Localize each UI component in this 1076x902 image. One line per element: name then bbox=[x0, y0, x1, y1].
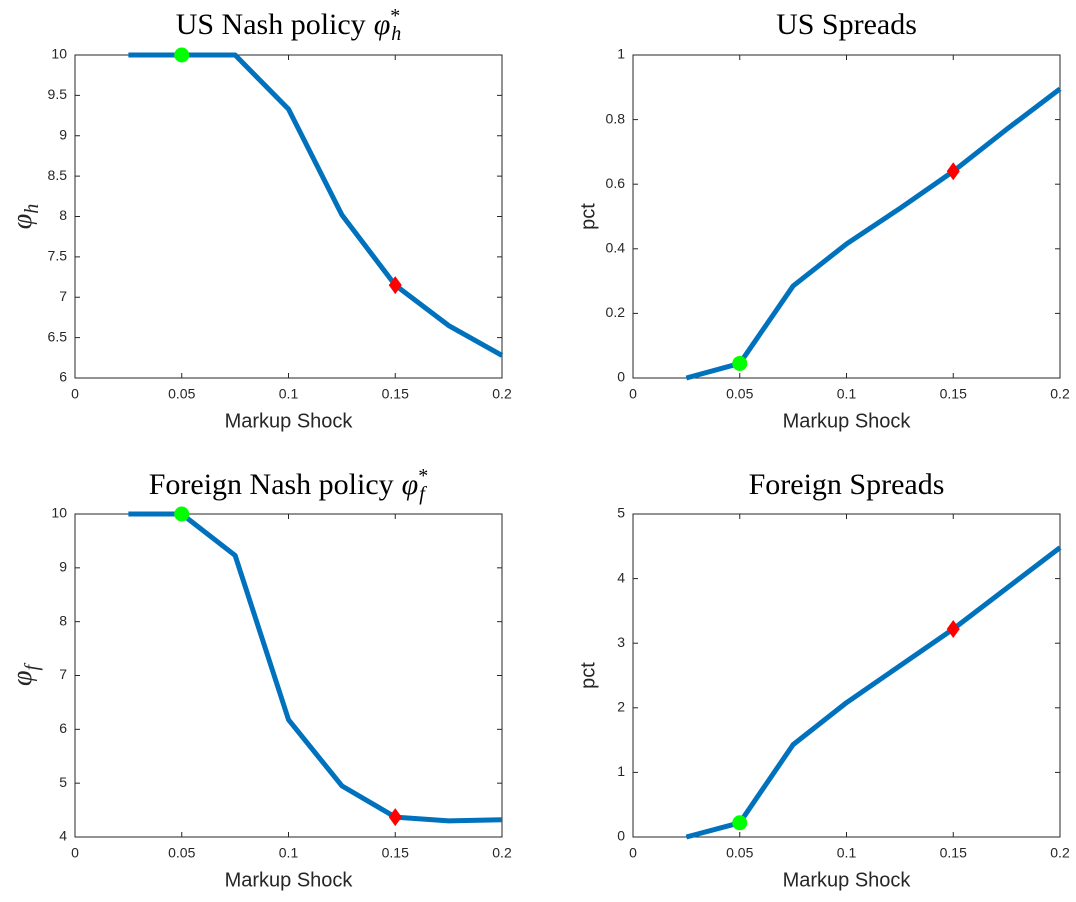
y-tick-label: 5 bbox=[617, 505, 625, 521]
y-tick-label: 7 bbox=[59, 288, 67, 304]
x-tick-label: 0.15 bbox=[940, 845, 967, 861]
axes: 0 0.05 0.1 0.15 0.2 0 1 2 3 4 5 Foreign Spreads Mark… bbox=[577, 468, 1070, 891]
y-tick-label: 5 bbox=[59, 774, 67, 790]
marker-diamond bbox=[946, 619, 960, 638]
marker-circle bbox=[174, 47, 190, 63]
y-axis-label: pct bbox=[577, 203, 599, 230]
title-sub: f bbox=[419, 483, 427, 505]
y-tick-label: 6 bbox=[59, 369, 67, 385]
y-axis-label: φh bbox=[7, 204, 42, 230]
y-tick-label: 1 bbox=[617, 46, 625, 62]
y-tick-label: 0.4 bbox=[606, 240, 626, 256]
title-symbol: φ bbox=[374, 8, 391, 41]
x-axis-label: Markup Shock bbox=[783, 410, 912, 432]
y-tick-label: 9 bbox=[59, 559, 67, 575]
y-tick-label: 2 bbox=[617, 699, 625, 715]
title-sup: * bbox=[418, 465, 428, 487]
chart-title: Foreign Nash policy φ* f bbox=[149, 465, 429, 505]
chart-title: US Nash policy φ* h bbox=[176, 5, 402, 45]
title-sub: h bbox=[391, 23, 401, 45]
data-line bbox=[685, 86, 1062, 381]
y-tick-label: 9.5 bbox=[48, 86, 68, 102]
axes-box bbox=[74, 513, 503, 838]
title-text: US Nash policy bbox=[176, 8, 366, 41]
y-label-sub: h bbox=[21, 204, 43, 214]
marker-diamond bbox=[388, 276, 402, 295]
x-tick-label: 0.2 bbox=[1050, 386, 1070, 402]
y-tick-label: 0 bbox=[617, 828, 625, 844]
axes-box bbox=[74, 54, 503, 379]
title-text: US Spreads bbox=[776, 8, 917, 41]
y-tick-label: 10 bbox=[51, 505, 67, 521]
title-symbol: φ bbox=[402, 468, 419, 501]
y-label-symbol: φ bbox=[7, 671, 38, 687]
y-tick-label: 10 bbox=[51, 46, 67, 62]
chart-title: Foreign Spreads bbox=[749, 468, 945, 501]
x-tick-label: 0.05 bbox=[726, 386, 753, 402]
x-tick-label: 0.1 bbox=[837, 845, 857, 861]
x-tick-label: 0 bbox=[629, 845, 637, 861]
y-axis-label: pct bbox=[577, 662, 599, 689]
x-tick-label: 0.2 bbox=[1050, 845, 1070, 861]
axes-box bbox=[632, 54, 1061, 379]
axes: 0 0.05 0.1 0.15 0.2 6 6.5 7 7.5 8 8.5 9 9.5 10 US Nash… bbox=[7, 5, 512, 433]
y-tick-label: 1 bbox=[617, 763, 625, 779]
y-label-symbol: φ bbox=[7, 214, 38, 230]
y-tick-label: 4 bbox=[59, 828, 67, 844]
y-tick-label: 0.8 bbox=[606, 110, 626, 126]
y-tick-label: 6 bbox=[59, 720, 67, 736]
y-tick-label: 7 bbox=[59, 666, 67, 682]
y-tick-label: 7.5 bbox=[48, 248, 68, 264]
x-tick-label: 0.05 bbox=[168, 386, 195, 402]
x-tick-label: 0 bbox=[71, 386, 79, 402]
y-tick-label: 0.6 bbox=[606, 175, 626, 191]
x-tick-label: 0.15 bbox=[382, 386, 409, 402]
x-tick-label: 0.15 bbox=[940, 386, 967, 402]
axes-box bbox=[632, 513, 1061, 838]
title-sup: * bbox=[390, 5, 400, 27]
y-tick-label: 9 bbox=[59, 126, 67, 142]
marker-diamond bbox=[388, 808, 402, 827]
marker-circle bbox=[174, 506, 190, 522]
y-tick-label: 0.2 bbox=[606, 304, 626, 320]
x-axis-label: Markup Shock bbox=[225, 410, 354, 432]
x-axis-label: Markup Shock bbox=[783, 869, 912, 891]
axes: 0 0.05 0.1 0.15 0.2 4 5 6 7 8 9 10 Foreign Nash poli… bbox=[7, 465, 512, 892]
axes: 0 0.05 0.1 0.15 0.2 0 0.2 0.4 0.6 0.8 1 US Spreads M… bbox=[577, 8, 1070, 432]
x-tick-label: 0.1 bbox=[279, 845, 299, 861]
y-label-sub: f bbox=[21, 663, 43, 671]
data-line bbox=[128, 52, 504, 358]
chart-title: US Spreads bbox=[776, 8, 917, 41]
x-tick-label: 0.15 bbox=[382, 845, 409, 861]
y-tick-label: 0 bbox=[617, 369, 625, 385]
y-tick-label: 8 bbox=[59, 612, 67, 628]
x-tick-label: 0.05 bbox=[726, 845, 753, 861]
x-tick-label: 0 bbox=[71, 845, 79, 861]
x-tick-label: 0.2 bbox=[492, 386, 512, 402]
marker-circle bbox=[732, 815, 748, 831]
x-tick-label: 0.1 bbox=[837, 386, 857, 402]
x-tick-label: 0.2 bbox=[492, 845, 512, 861]
x-tick-label: 0 bbox=[629, 386, 637, 402]
y-axis-label: φf bbox=[7, 663, 42, 687]
data-line bbox=[685, 545, 1062, 840]
x-axis-label: Markup Shock bbox=[225, 869, 354, 891]
y-tick-label: 8 bbox=[59, 207, 67, 223]
marker-circle bbox=[732, 355, 748, 371]
marker-diamond bbox=[946, 162, 960, 181]
title-text: Foreign Spreads bbox=[749, 468, 945, 501]
y-tick-label: 4 bbox=[617, 569, 625, 585]
y-tick-label: 3 bbox=[617, 634, 625, 650]
x-tick-label: 0.1 bbox=[279, 386, 299, 402]
data-line bbox=[128, 511, 503, 824]
y-tick-label: 8.5 bbox=[48, 167, 68, 183]
x-tick-label: 0.05 bbox=[168, 845, 195, 861]
title-text: Foreign Nash policy bbox=[149, 468, 394, 501]
y-tick-label: 6.5 bbox=[48, 328, 68, 344]
